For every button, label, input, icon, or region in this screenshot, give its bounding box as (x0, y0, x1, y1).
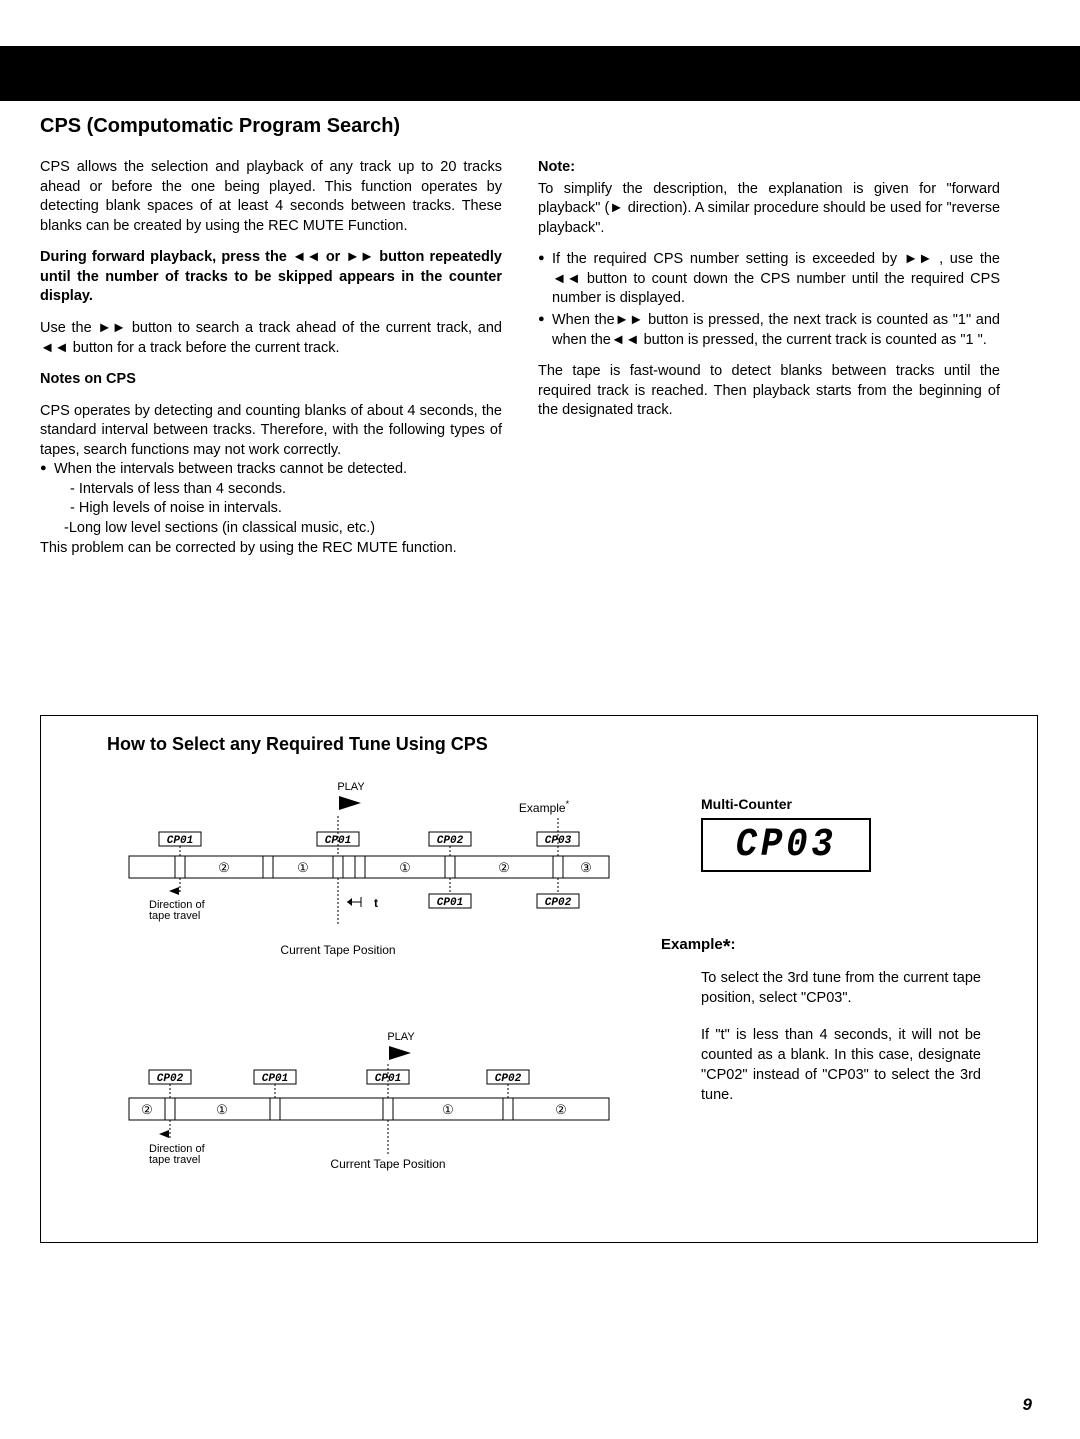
multi-counter-display: CP03 (701, 818, 871, 872)
svg-text:③: ③ (580, 860, 592, 875)
example-p2: If "t" is less than 4 seconds, it will n… (701, 1025, 981, 1106)
example-heading: Example*: (661, 936, 736, 959)
example-label: Example* (519, 799, 570, 815)
use-button: Use the ►► button to search a track ahea… (40, 319, 502, 358)
sub-2: - High levels of noise in intervals. (40, 499, 502, 519)
svg-text:tape travel: tape travel (149, 910, 200, 922)
note-heading: Note: (538, 158, 1000, 178)
svg-text:Current Tape Position: Current Tape Position (280, 943, 395, 957)
svg-text:CP02: CP02 (157, 1073, 184, 1085)
svg-text:CP03: CP03 (545, 835, 572, 847)
page-number: 9 (1023, 1395, 1032, 1415)
lcd-row-top: CP01 CP01 CP02 CP03 (159, 832, 579, 847)
ff-icon: ►► (97, 320, 126, 336)
bullet-1: When the intervals between tracks cannot… (40, 460, 502, 480)
play-arrow-icon (389, 1046, 411, 1060)
svg-text:CP01: CP01 (262, 1073, 288, 1085)
svg-text:①: ① (216, 1102, 228, 1117)
svg-text:①: ① (399, 860, 411, 875)
right-column: Note: To simplify the description, the e… (538, 158, 1000, 570)
language-tab: ENGLISH (1075, 300, 1080, 352)
diagram-1: PLAY Example* CP01 CP01 CP02 CP03 (99, 774, 639, 1014)
simplify: To simplify the description, the explana… (538, 180, 1000, 239)
rec-mute-fix: This problem can be corrected by using t… (40, 539, 502, 559)
svg-text:CP02: CP02 (437, 835, 464, 847)
svg-text:②: ② (498, 860, 510, 875)
play-label: PLAY (337, 781, 365, 793)
two-columns: CPS allows the selection and playback of… (40, 158, 1038, 570)
header-bar (0, 46, 1080, 101)
svg-text:①: ① (297, 860, 309, 875)
svg-text:CP01: CP01 (167, 835, 193, 847)
multi-counter-label: Multi-Counter (701, 796, 792, 812)
right-bullet-1: If the required CPS number setting is ex… (538, 250, 1000, 309)
sub-1: - Intervals of less than 4 seconds. (40, 480, 502, 500)
cps-intro: CPS allows the selection and playback of… (40, 158, 502, 236)
svg-text:tape travel: tape travel (149, 1154, 200, 1166)
svg-text:Current Tape Position: Current Tape Position (330, 1157, 445, 1171)
svg-text:①: ① (442, 1102, 454, 1117)
rewind-icon: ◄◄ (552, 271, 581, 287)
svg-text:CP01: CP01 (437, 897, 463, 909)
svg-text:PLAY: PLAY (387, 1031, 415, 1043)
play-arrow-icon (339, 796, 361, 810)
svg-text:t: t (374, 896, 378, 910)
example-p1: To select the 3rd tune from the current … (701, 968, 981, 1009)
notes-heading: Notes on CPS (40, 370, 502, 390)
fast-wound: The tape is fast-wound to detect blanks … (538, 362, 1000, 421)
play-icon: ► (609, 200, 623, 216)
rewind-icon: ◄◄ (611, 332, 640, 348)
ff-icon: ►► (904, 251, 933, 267)
svg-text:②: ② (218, 860, 230, 875)
svg-text:②: ② (555, 1102, 567, 1117)
right-bullet-2: When the►► button is pressed, the next t… (538, 311, 1000, 350)
svg-text:②: ② (141, 1102, 153, 1117)
section-title: CPS (Computomatic Program Search) (40, 115, 1038, 138)
diagram-box: How to Select any Required Tune Using CP… (40, 715, 1038, 1243)
ff-icon: ►► (345, 249, 374, 265)
svg-text:CP01: CP01 (375, 1073, 401, 1085)
notes-body: CPS operates by detecting and counting b… (40, 402, 502, 461)
page-content: CPS (Computomatic Program Search) CPS al… (40, 115, 1038, 570)
seven-segment: CP03 (736, 823, 837, 868)
svg-text:CP02: CP02 (545, 897, 572, 909)
rewind-icon: ◄◄ (292, 249, 321, 265)
sub-3: -Long low level sections (in classical m… (40, 519, 502, 539)
example-text: To select the 3rd tune from the current … (701, 968, 981, 1122)
rewind-icon: ◄◄ (40, 340, 69, 356)
instruction: During forward playback, press the ◄◄ or… (40, 248, 502, 307)
diagram-2: PLAY CP02 CP01 CP01 CP02 ② ① ① ② D (99, 1024, 639, 1224)
ff-icon: ►► (615, 312, 644, 328)
box-title: How to Select any Required Tune Using CP… (107, 734, 488, 755)
svg-text:CP02: CP02 (495, 1073, 522, 1085)
left-column: CPS allows the selection and playback of… (40, 158, 502, 570)
